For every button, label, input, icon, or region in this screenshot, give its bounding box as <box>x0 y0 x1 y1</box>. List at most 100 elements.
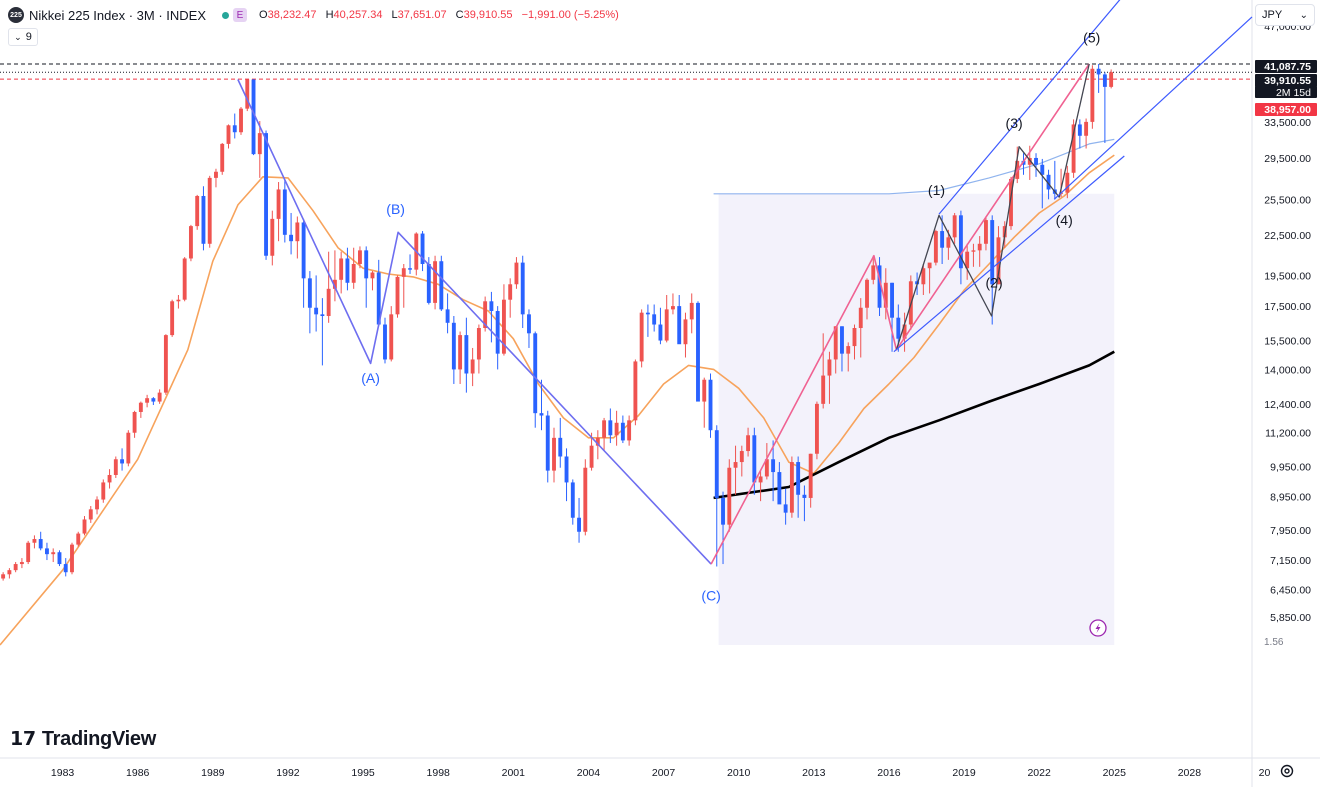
candle-body <box>539 413 544 416</box>
wave-label: (B) <box>386 201 405 217</box>
wave-label: (1) <box>928 182 945 198</box>
candle-body <box>170 301 175 336</box>
candle-body <box>583 467 588 532</box>
moving-averages-group <box>0 138 1115 646</box>
tradingview-logo[interactable]: 𝟭𝟳 TradingView <box>10 728 156 751</box>
candle-body <box>896 317 901 339</box>
price-axis[interactable]: 47,000.00 33,500.00 29,500.00 25,500.00 22,5… <box>1255 21 1317 648</box>
candle-body <box>1046 174 1051 190</box>
price-tick-label: 14,000.00 <box>1264 364 1311 376</box>
horizontal-lines-group <box>0 63 1252 80</box>
price-label-bg <box>1255 60 1317 73</box>
candle-body <box>220 143 225 172</box>
candle-body <box>383 324 387 360</box>
candle-body <box>326 288 331 317</box>
candle-body <box>470 359 475 374</box>
candle-body <box>733 462 738 468</box>
candle-body <box>483 301 488 329</box>
candle-body <box>464 335 469 374</box>
wave-label: (2) <box>986 274 1003 290</box>
candle-body <box>439 261 444 310</box>
wave-label: (5) <box>1083 30 1100 46</box>
price-tick-label: 9,950.00 <box>1270 461 1311 473</box>
candle-body <box>564 456 569 483</box>
shaded-range <box>718 193 1115 645</box>
alert-icon[interactable] <box>1089 619 1107 637</box>
price-label: 41,087.75 <box>1264 61 1311 73</box>
wave-label: (3) <box>1006 115 1023 131</box>
candle-body <box>545 415 550 471</box>
candle-body <box>195 195 200 227</box>
candle-body <box>940 231 945 248</box>
high-key: H <box>325 9 334 21</box>
candle-body <box>282 189 287 235</box>
candle-body <box>364 250 369 279</box>
candle-body <box>401 268 406 277</box>
candle-body <box>520 262 525 315</box>
candle-body <box>163 335 168 393</box>
candle-body <box>814 403 819 454</box>
close-key: C <box>455 9 464 21</box>
candle-body <box>107 474 112 483</box>
candle-body <box>846 346 851 354</box>
candle-body <box>689 302 694 320</box>
candle-body <box>489 301 494 312</box>
corrective-wave-line <box>237 79 712 565</box>
candle-body <box>182 258 187 300</box>
indicators-count: 9 <box>25 31 32 43</box>
symbol-title[interactable]: Nikkei 225 Index · 3M · INDEX <box>29 7 207 23</box>
currency-label: JPY <box>1262 9 1283 21</box>
candle-body <box>570 482 575 518</box>
candle-body <box>858 307 863 329</box>
candle-body <box>602 420 607 438</box>
candle-body <box>1071 124 1076 173</box>
candle-body <box>251 79 256 155</box>
candle-body <box>1102 74 1107 87</box>
candle-body <box>113 459 118 475</box>
candle-body <box>620 422 625 441</box>
candle-body <box>176 299 181 302</box>
candle-body <box>752 435 757 483</box>
currency-select[interactable]: JPY ⌄ <box>1255 4 1315 26</box>
low-value: 37,651.07 <box>397 9 447 21</box>
price-tick-label: 6,450.00 <box>1270 584 1311 596</box>
candle-body <box>476 328 481 360</box>
time-tick-label: 20 <box>1259 767 1271 779</box>
candle-body <box>746 435 751 452</box>
candle-body <box>38 539 43 549</box>
candle-body <box>51 552 56 555</box>
candle-body <box>214 171 218 178</box>
price-axis-extra-label: 1.56 <box>1264 637 1284 648</box>
indicators-toggle-button[interactable]: ⌄ 9 <box>8 28 38 46</box>
channel-upper-line <box>938 0 1121 215</box>
candle-body <box>19 562 24 565</box>
price-tick-label: 17,500.00 <box>1264 301 1311 313</box>
candle-body <box>639 312 644 362</box>
candle-body <box>351 264 356 283</box>
wave-label: (A) <box>361 370 380 386</box>
candle-body <box>201 195 206 244</box>
exchange-badge[interactable]: E <box>233 8 248 22</box>
candles-group <box>1 63 1114 581</box>
candle-body <box>1021 160 1026 165</box>
brand-name: TradingView <box>41 728 156 750</box>
candle-body <box>802 494 807 498</box>
price-tick-label: 11,200.00 <box>1265 428 1311 440</box>
candle-body <box>239 108 243 133</box>
price-tick-label: 19,500.00 <box>1264 270 1311 282</box>
wave-labels-group: (A) (B) (C) (1) (2) (3) (4) (5) <box>361 30 1100 604</box>
candle-body <box>126 432 131 464</box>
candle-body <box>865 279 869 308</box>
chevron-down-icon: ⌄ <box>1299 9 1308 21</box>
gear-icon[interactable] <box>1278 762 1296 780</box>
candle-body <box>627 420 632 441</box>
time-axis[interactable]: 1983 1986 1989 1992 1995 1998 2001 2004 2007 2010… <box>51 767 1271 779</box>
candle-body <box>595 437 600 446</box>
candle-body <box>451 322 456 370</box>
high-value: 40,257.34 <box>333 9 383 21</box>
candle-body <box>88 509 93 520</box>
price-label: 38,957.00 <box>1264 104 1311 116</box>
candle-body <box>289 234 294 242</box>
candle-body <box>7 570 12 575</box>
